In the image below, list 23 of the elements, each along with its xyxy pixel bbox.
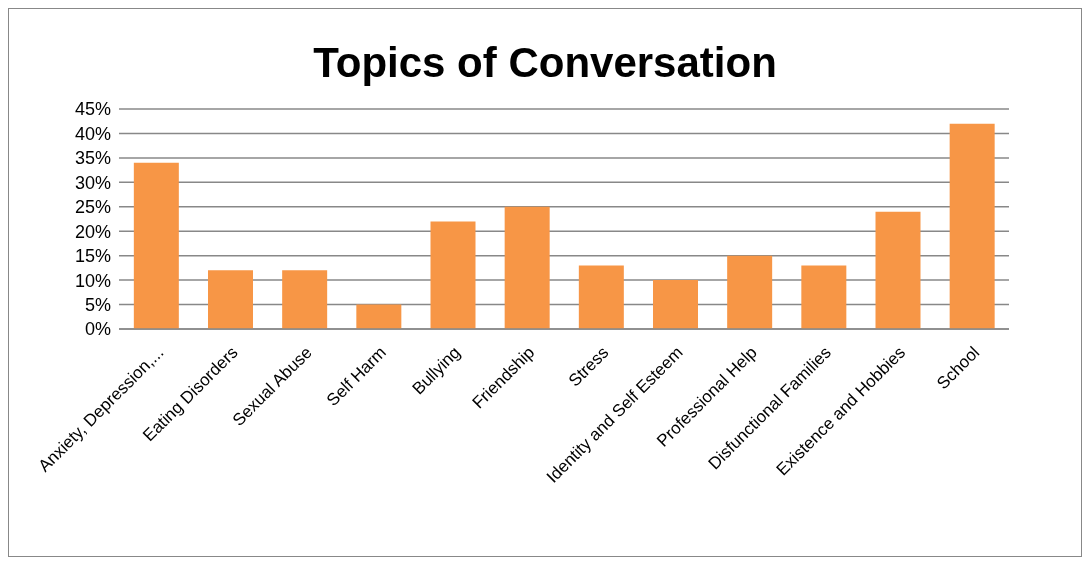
- y-tick-label: 5%: [84, 294, 111, 315]
- y-tick-label: 35%: [74, 148, 111, 169]
- y-tick-label: 25%: [74, 197, 111, 218]
- y-tick-label: 10%: [74, 270, 111, 291]
- bar: [875, 211, 921, 329]
- bar: [578, 265, 624, 329]
- bar: [356, 304, 402, 329]
- y-tick-label: 45%: [74, 99, 111, 120]
- y-tick-label: 0%: [84, 319, 111, 340]
- bar: [949, 123, 995, 329]
- y-tick-label: 20%: [74, 221, 111, 242]
- bar: [504, 206, 550, 329]
- y-tick-label: 40%: [74, 123, 111, 144]
- bar: [801, 265, 847, 329]
- bar: [208, 270, 253, 329]
- bar: [430, 221, 476, 329]
- chart-title: Topics of Conversation: [312, 39, 778, 88]
- bar: [653, 280, 698, 329]
- bar: [727, 255, 773, 329]
- y-tick-label: 30%: [74, 172, 111, 193]
- y-tick-label: 15%: [74, 246, 111, 267]
- bar: [282, 270, 328, 329]
- bar: [133, 162, 179, 329]
